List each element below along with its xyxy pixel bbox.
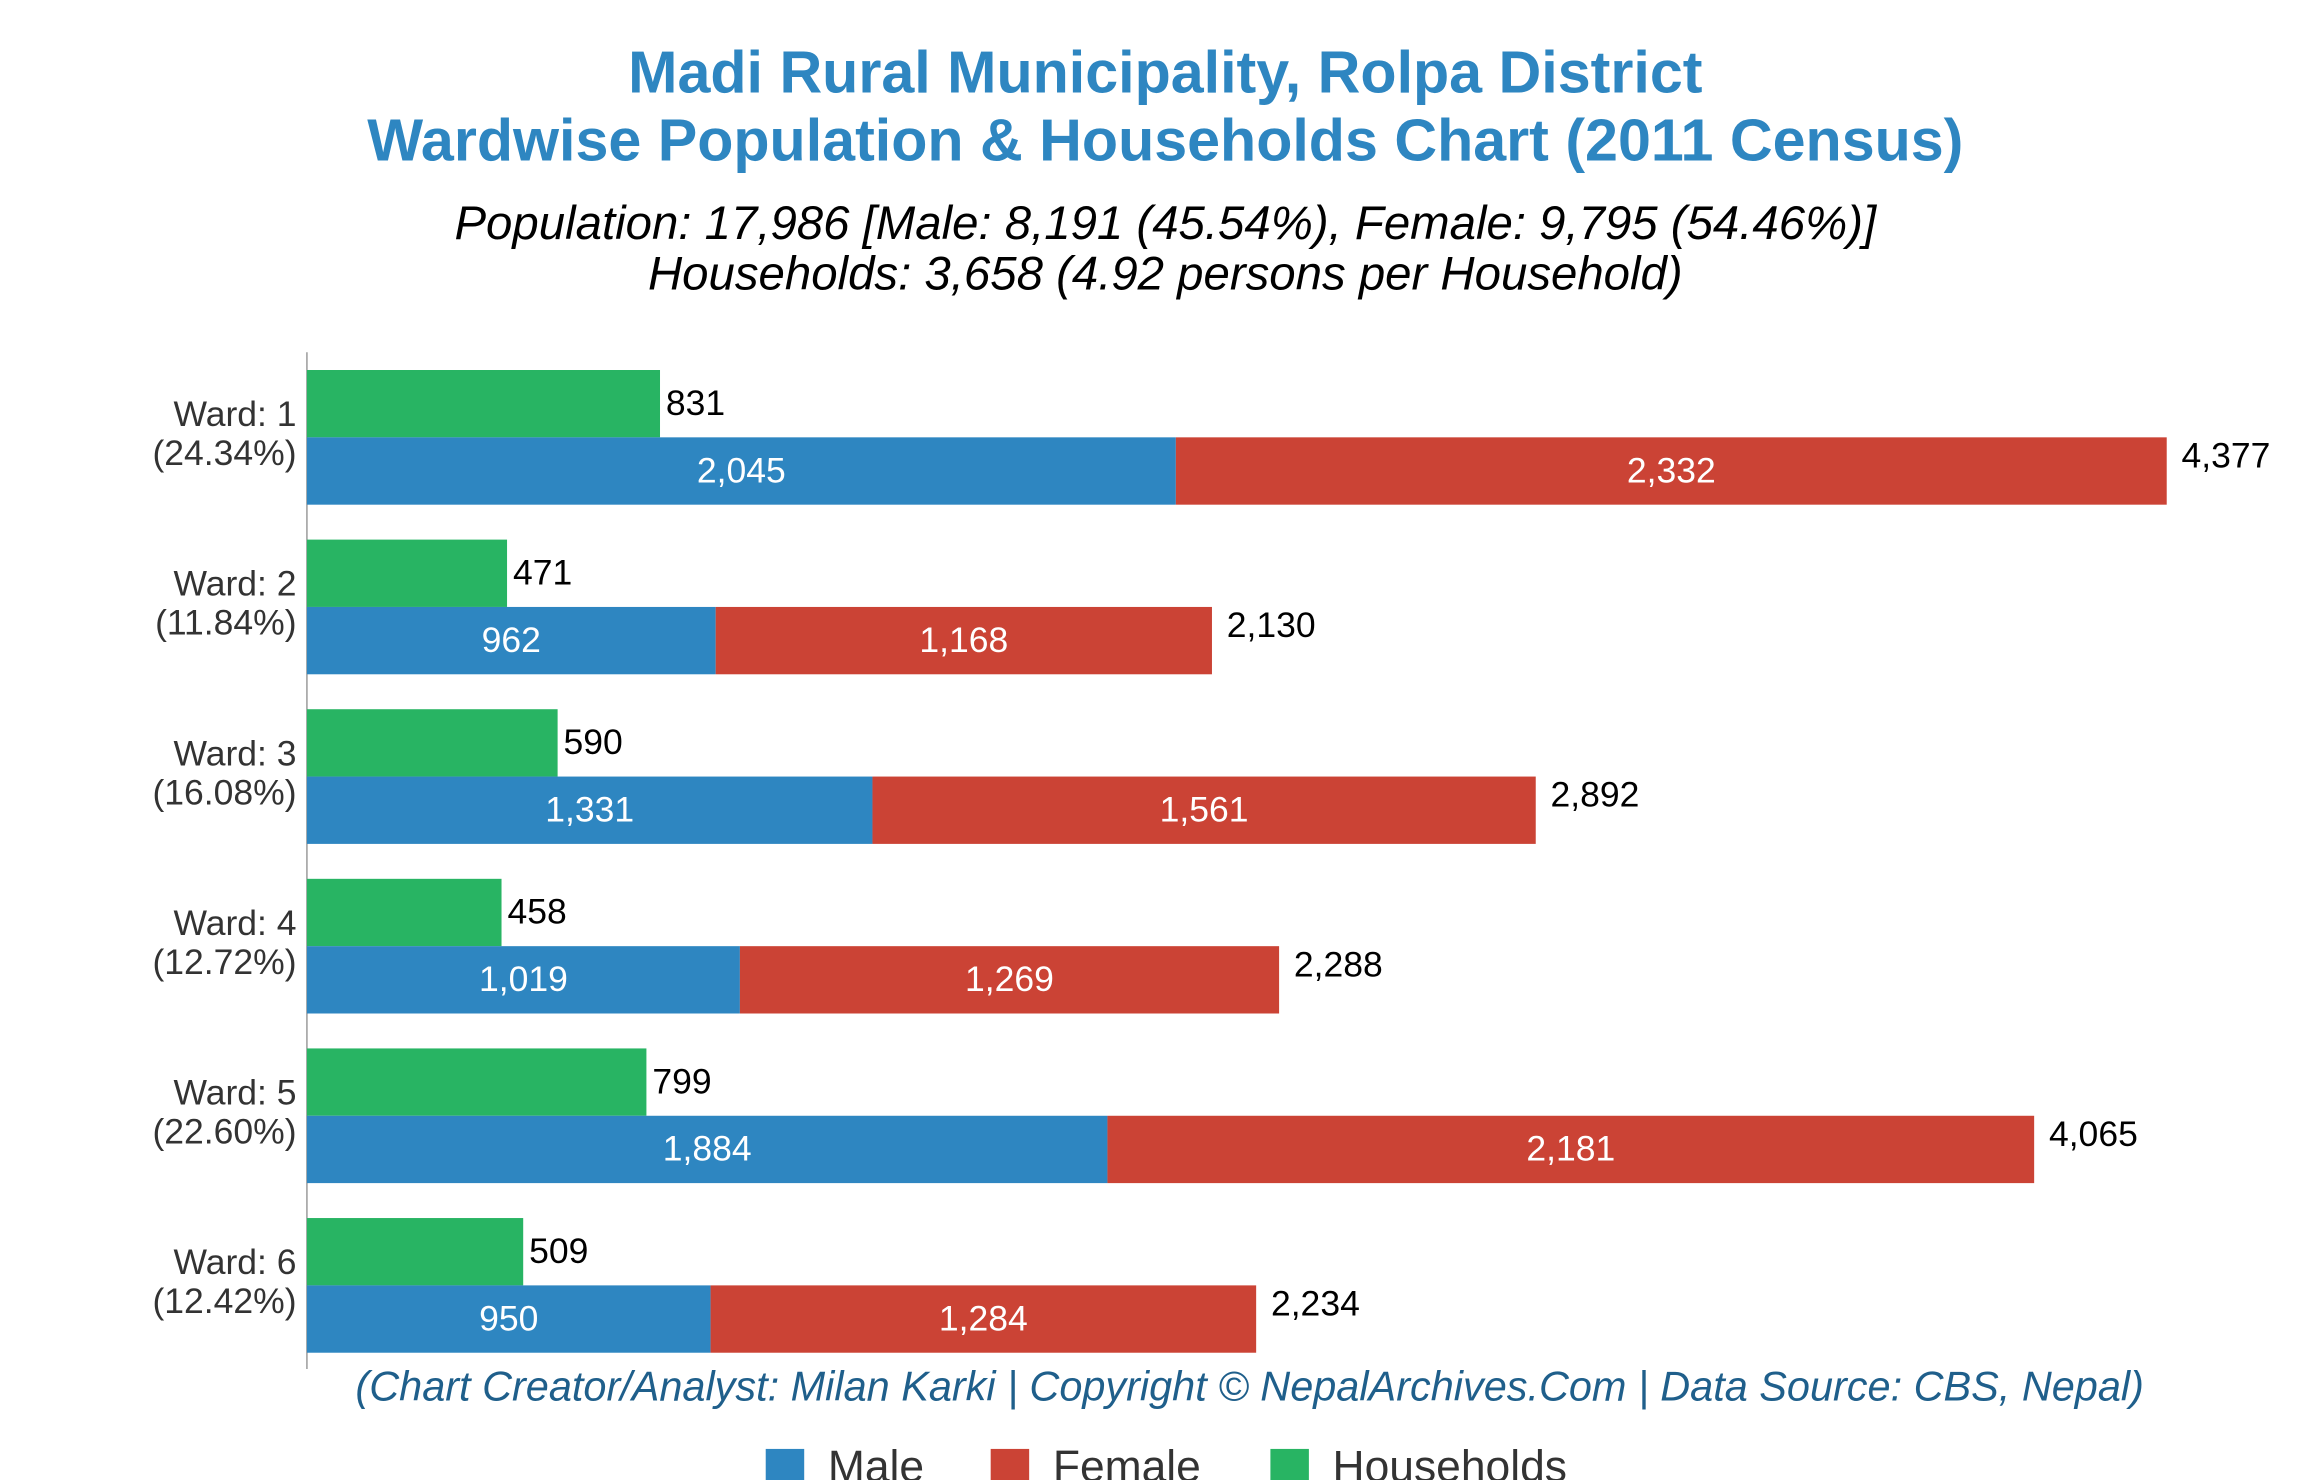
data-label: 471	[513, 553, 572, 593]
chart-title: Madi Rural Municipality, Rolpa District	[628, 39, 1702, 106]
legend-swatch	[990, 1448, 1030, 1480]
bar	[306, 1218, 524, 1286]
data-label: 1,269	[965, 959, 1054, 999]
y-tick-label: Ward: 1 (24.34%)	[152, 394, 296, 473]
data-label: 799	[652, 1061, 711, 1101]
bar	[306, 1285, 711, 1353]
y-tick-label: Ward: 2 (11.84%)	[155, 564, 296, 643]
bar	[306, 606, 716, 675]
footer: (Chart Creator/Analyst: Milan Karki | Co…	[355, 1363, 2143, 1410]
data-label: 2,045	[697, 450, 786, 490]
data-label: 831	[666, 383, 725, 423]
data-label: 2,332	[1627, 450, 1716, 490]
total-label: 4,065	[2049, 1114, 2138, 1154]
total-label: 4,377	[2182, 435, 2271, 475]
bar	[1107, 1115, 2035, 1184]
data-label: 950	[479, 1298, 538, 1338]
legend-label: Households	[1333, 1442, 1567, 1480]
data-label: 458	[507, 892, 566, 932]
data-label: 1,884	[663, 1129, 752, 1169]
data-label: 509	[529, 1231, 588, 1271]
chart-subtitle: Households: 3,658 (4.92 persons per Hous…	[648, 247, 1683, 300]
bar	[739, 946, 1280, 1014]
bar	[715, 606, 1212, 675]
legend-swatch	[1270, 1448, 1309, 1480]
y-tick-label: Ward: 4 (12.72%)	[152, 903, 296, 982]
chart-subtitle: Population: 17,986 [Male: 8,191 (45.54%)…	[454, 197, 1878, 250]
bar	[306, 776, 873, 844]
bar	[710, 1285, 1257, 1353]
chart-title: Wardwise Population & Households Chart (…	[367, 107, 1963, 174]
data-label: 590	[564, 722, 623, 762]
bar	[306, 1115, 1108, 1184]
total-label: 2,288	[1294, 944, 1383, 984]
bar	[306, 437, 1176, 505]
y-tick-label: Ward: 5 (22.60%)	[152, 1073, 296, 1152]
legend-label: Female	[1053, 1442, 1201, 1480]
data-label: 1,019	[479, 959, 568, 999]
bar	[306, 1048, 647, 1116]
y-tick-label: Ward: 3 (16.08%)	[152, 734, 296, 813]
y-tick-label: Ward: 6 (12.42%)	[152, 1242, 296, 1321]
bar	[306, 878, 502, 947]
data-label: 1,331	[545, 789, 634, 829]
bar	[306, 946, 740, 1014]
legend-label: Male	[828, 1442, 924, 1480]
data-label: 1,284	[939, 1298, 1028, 1338]
data-label: 1,168	[919, 620, 1008, 660]
total-label: 2,234	[1271, 1283, 1360, 1323]
total-label: 2,892	[1551, 775, 1640, 815]
bar	[306, 370, 661, 438]
bar	[1175, 437, 2167, 505]
data-label: 1,561	[1160, 789, 1249, 829]
bar	[306, 539, 508, 607]
bar	[872, 776, 1536, 844]
data-label: 2,181	[1526, 1129, 1615, 1169]
total-label: 2,130	[1227, 605, 1316, 645]
legend-swatch	[765, 1448, 805, 1480]
data-label: 962	[482, 620, 541, 660]
bar	[306, 709, 558, 777]
